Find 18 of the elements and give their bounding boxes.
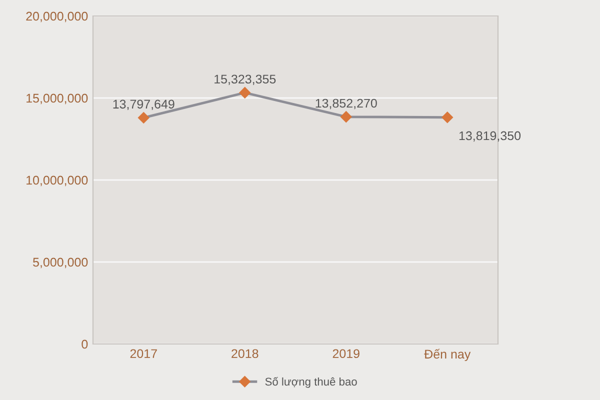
y-tick-label: 20,000,000 [26,12,88,22]
text: 13,797,649 [113,100,174,110]
y-tick-label: 15,000,000 [26,94,88,104]
text: 13,852,270 [316,98,377,110]
point [340,111,352,122]
text: 15,323,355 [214,74,276,86]
point [138,112,150,124]
x-tick-label: Đến nay [424,348,471,362]
y-tick-label: 0 [82,340,88,349]
point [239,87,250,98]
x-tick-label: 2017 [130,349,157,358]
legend-label: Số lượng thuê bao [265,376,357,388]
x-tick-label: 2018 [232,349,258,358]
y-tick-label: 10,000,000 [26,176,88,186]
y-tick-label: 5,000,000 [33,258,88,268]
point [442,112,453,123]
x-tick-label: 2019 [332,349,360,358]
text: 13,819,350 [459,131,521,142]
